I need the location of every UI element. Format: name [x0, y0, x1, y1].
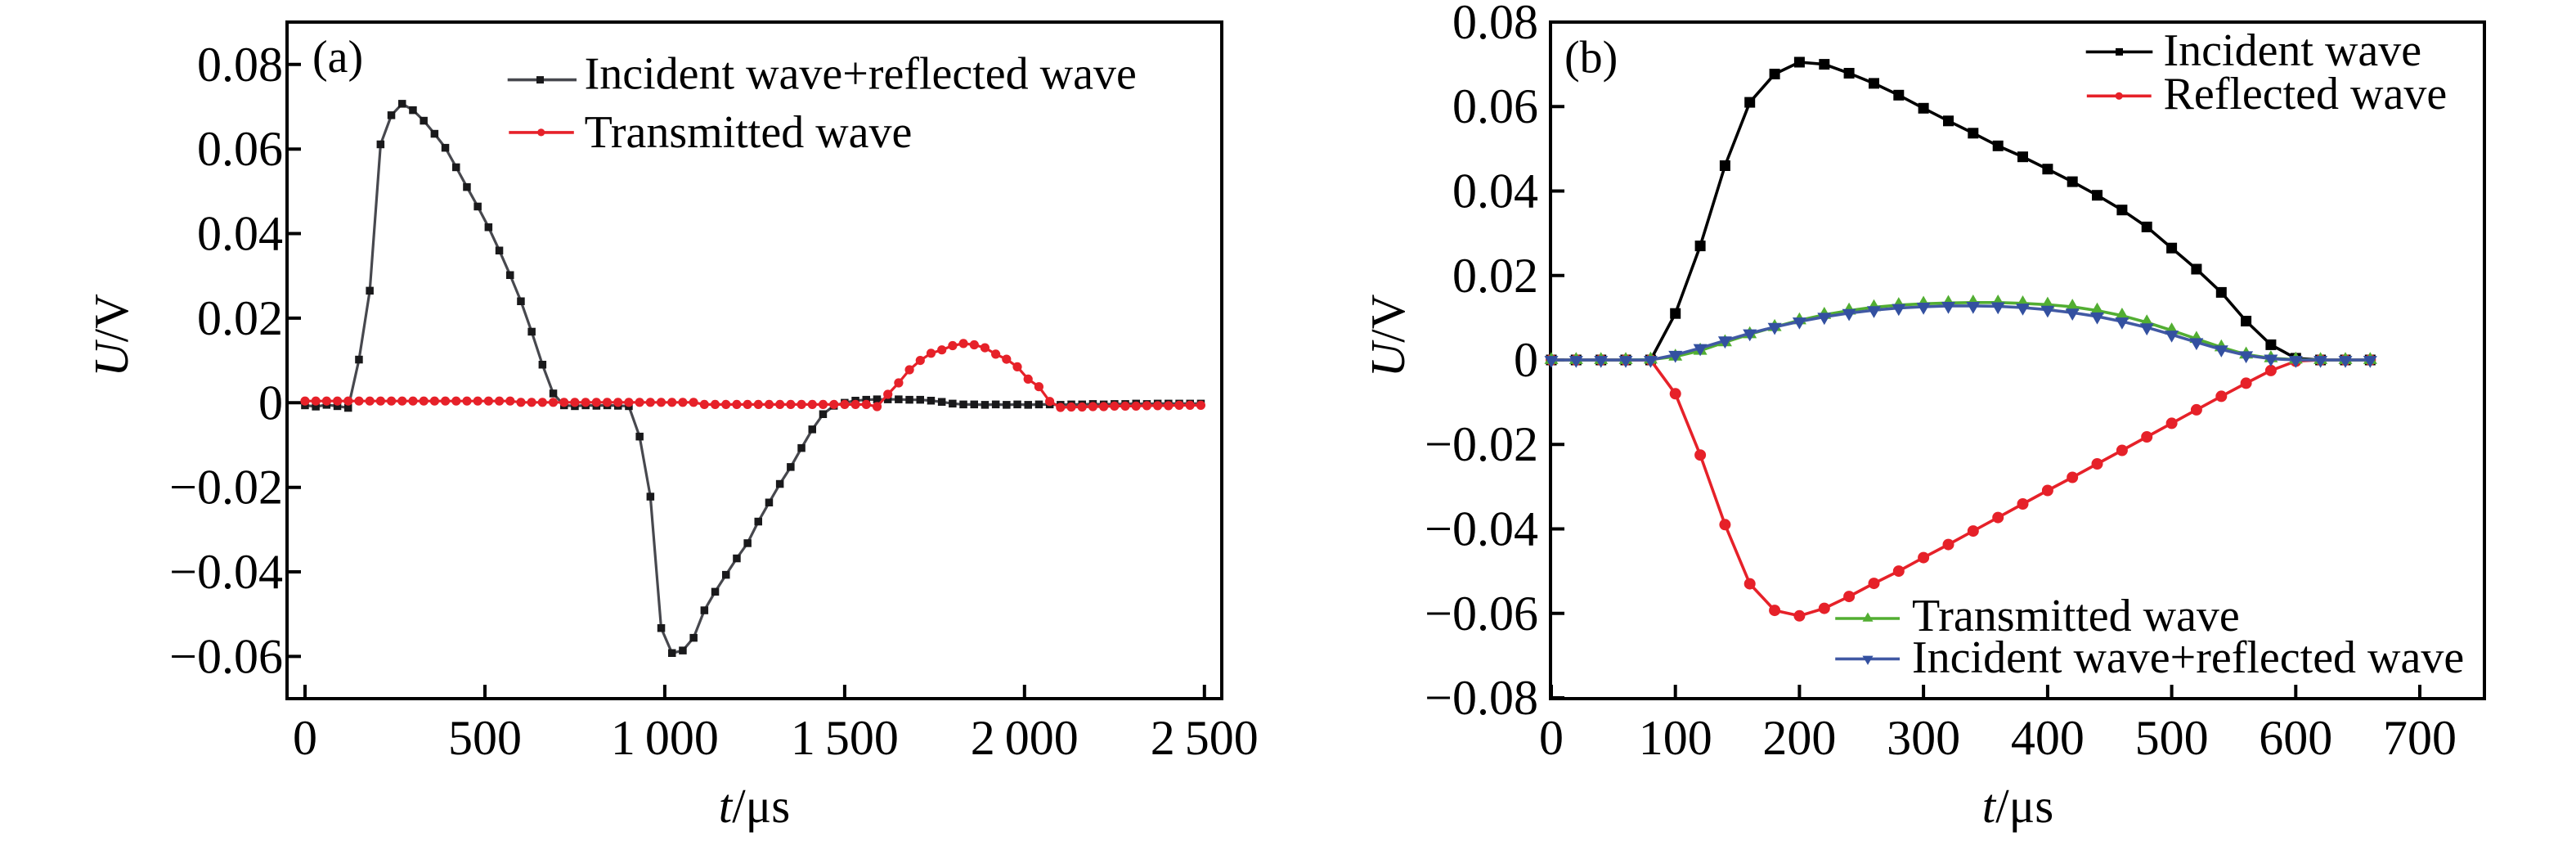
- svg-text:t/μs: t/μs: [719, 779, 790, 833]
- svg-text:2 500: 2 500: [1151, 711, 1259, 765]
- svg-text:U/V: U/V: [84, 294, 138, 377]
- svg-text:U/V: U/V: [1361, 295, 1415, 378]
- svg-text:Transmitted wave: Transmitted wave: [585, 107, 913, 158]
- svg-text:0.04: 0.04: [1452, 164, 1538, 218]
- svg-text:500: 500: [2135, 711, 2209, 765]
- svg-text:2 000: 2 000: [971, 711, 1079, 765]
- svg-text:Reflected wave: Reflected wave: [2164, 69, 2448, 119]
- svg-text:0.08: 0.08: [197, 38, 283, 92]
- svg-text:0: 0: [1514, 333, 1538, 387]
- svg-text:Incident wave+reflected wave: Incident wave+reflected wave: [585, 49, 1137, 100]
- svg-text:Transmitted wave: Transmitted wave: [1912, 591, 2240, 641]
- svg-text:−0.06: −0.06: [169, 629, 283, 683]
- svg-text:0.04: 0.04: [197, 207, 283, 261]
- svg-text:0: 0: [1539, 711, 1564, 765]
- svg-text:300: 300: [1887, 711, 1960, 765]
- svg-text:200: 200: [1762, 711, 1836, 765]
- svg-text:(b): (b): [1564, 33, 1618, 83]
- svg-text:1 000: 1 000: [611, 711, 719, 765]
- svg-text:−0.02: −0.02: [1425, 417, 1538, 471]
- svg-text:0: 0: [258, 376, 283, 429]
- svg-text:0.08: 0.08: [1452, 0, 1538, 49]
- svg-text:−0.04: −0.04: [1425, 502, 1538, 556]
- svg-text:−0.04: −0.04: [169, 545, 283, 599]
- svg-text:t/μs: t/μs: [1982, 779, 2053, 833]
- svg-text:0.02: 0.02: [1452, 249, 1538, 303]
- svg-text:0.06: 0.06: [197, 122, 283, 176]
- svg-text:600: 600: [2259, 711, 2332, 765]
- svg-text:0.06: 0.06: [1452, 79, 1538, 133]
- svg-text:−0.02: −0.02: [169, 461, 283, 515]
- svg-text:500: 500: [448, 711, 522, 765]
- svg-text:100: 100: [1639, 711, 1712, 765]
- svg-text:0: 0: [293, 711, 317, 765]
- svg-text:(a): (a): [312, 32, 363, 83]
- svg-text:700: 700: [2383, 711, 2457, 765]
- svg-text:−0.08: −0.08: [1425, 671, 1538, 725]
- svg-text:1 500: 1 500: [791, 711, 899, 765]
- svg-text:0.02: 0.02: [197, 291, 283, 345]
- svg-text:Incident wave: Incident wave: [2164, 25, 2422, 76]
- svg-text:Incident wave+reflected wave: Incident wave+reflected wave: [1912, 632, 2464, 683]
- svg-text:400: 400: [2011, 711, 2085, 765]
- svg-text:−0.06: −0.06: [1425, 587, 1538, 641]
